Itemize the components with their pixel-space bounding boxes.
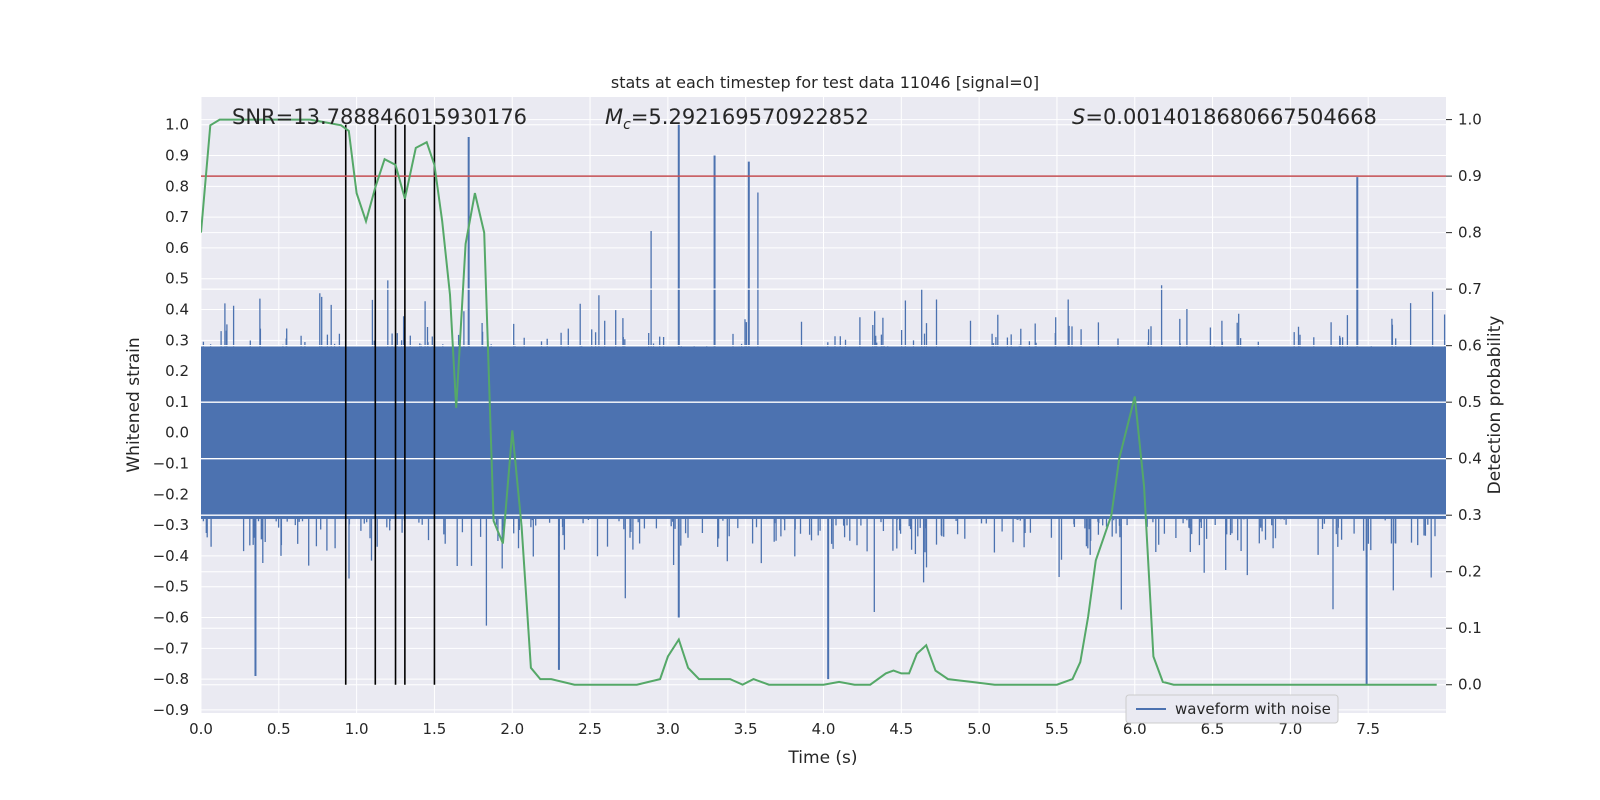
s-symbol: S (1072, 105, 1085, 129)
y-tick-label: 0.6 (165, 239, 189, 257)
y-tick-label: −0.7 (153, 639, 189, 657)
probability-series (201, 118, 1437, 686)
snr-annotation: SNR=13.788846015930176 (232, 105, 527, 129)
s-annotation: S=0.0014018680667504668 (1072, 105, 1377, 129)
y-tick-label: −0.4 (153, 547, 189, 565)
s-value: =0.0014018680667504668 (1085, 105, 1377, 129)
x-tick-label: 0.0 (189, 720, 213, 738)
y2-tick-label: 0.6 (1458, 337, 1482, 355)
chirp-mass-symbol: M (605, 105, 623, 129)
chart-title: stats at each timestep for test data 110… (611, 73, 1039, 92)
vertical-markers (344, 124, 436, 685)
x-tick-label: 2.0 (500, 720, 524, 738)
y2-axis-label: Detection probability (1485, 316, 1505, 495)
y-tick-label: −0.5 (153, 578, 189, 596)
x-axis-ticks: 0.0 0.5 1.0 1.5 2.0 2.5 3.0 3.5 4.0 4.5 5.0 5.5 6.0 6… (189, 720, 1380, 738)
y2-axis-ticks: 1.0 0.9 0.8 0.7 0.6 0.5 0.4 0.3 0.2 0.1 0.0 (1446, 111, 1482, 694)
y-axis-label: Whitened strain (124, 337, 144, 472)
x-tick-label: 2.5 (578, 720, 602, 738)
y-tick-label: 0.5 (165, 270, 189, 288)
y2-tick-label: 0.8 (1458, 224, 1482, 242)
y-tick-label: −0.8 (153, 670, 189, 688)
y2-tick-label: 0.5 (1458, 393, 1482, 411)
x-axis-label: Time (s) (787, 748, 857, 768)
x-tick-label: 4.5 (889, 720, 913, 738)
chirp-mass-subscript: c (623, 117, 631, 133)
y-tick-label: 1.0 (165, 116, 189, 134)
legend: waveform with noise (1125, 694, 1339, 724)
x-tick-label: 6.5 (1201, 720, 1225, 738)
y2-tick-label: 0.3 (1458, 506, 1482, 524)
x-tick-label: 7.5 (1356, 720, 1380, 738)
x-tick-label: 5.5 (1045, 720, 1069, 738)
x-tick-label: 5.0 (967, 720, 991, 738)
y2-tick-label: 0.4 (1458, 450, 1482, 468)
y-tick-label: −0.1 (153, 455, 189, 473)
y-tick-label: 0.0 (165, 424, 189, 442)
y2-tick-label: 1.0 (1458, 111, 1482, 129)
y-tick-label: −0.2 (153, 485, 189, 503)
x-tick-label: 1.5 (423, 720, 447, 738)
chirp-mass-annotation: Mc=5.292169570922852 (605, 105, 869, 133)
y-tick-label: −0.9 (153, 701, 189, 719)
y2-tick-label: 0.2 (1458, 563, 1482, 581)
x-tick-label: 0.5 (267, 720, 291, 738)
chirp-mass-value: =5.292169570922852 (631, 105, 869, 129)
title-group: stats at each timestep for test data 110… (611, 73, 1039, 92)
y2-tick-label: 0.1 (1458, 619, 1482, 637)
waveform-core (201, 346, 1446, 519)
y-tick-label: 0.8 (165, 177, 189, 195)
legend-label: waveform with noise (1175, 700, 1331, 718)
waveform-series (201, 124, 1446, 686)
x-tick-label: 4.0 (812, 720, 836, 738)
y-axis-ticks: 1.0 0.9 0.8 0.7 0.6 0.5 0.4 0.3 0.2 0.1 0.0 −0.1 −0.… (153, 116, 189, 719)
y-tick-label: 0.9 (165, 147, 189, 165)
legend-box (1125, 694, 1339, 724)
y-tick-label: 0.7 (165, 208, 189, 226)
x-tick-label: 7.0 (1278, 720, 1302, 738)
y-tick-label: 0.4 (165, 301, 189, 319)
x-tick-label: 6.0 (1123, 720, 1147, 738)
y2-tick-label: 0.0 (1458, 676, 1482, 694)
x-tick-label: 3.0 (656, 720, 680, 738)
y-tick-label: 0.3 (165, 331, 189, 349)
y-tick-label: −0.6 (153, 609, 189, 627)
x-tick-label: 3.5 (734, 720, 758, 738)
y-tick-label: 0.1 (165, 393, 189, 411)
y2-tick-label: 0.9 (1458, 167, 1482, 185)
y2-tick-label: 0.7 (1458, 280, 1482, 298)
x-tick-label: 1.0 (345, 720, 369, 738)
y-tick-label: −0.3 (153, 516, 189, 534)
y-tick-label: 0.2 (165, 362, 189, 380)
